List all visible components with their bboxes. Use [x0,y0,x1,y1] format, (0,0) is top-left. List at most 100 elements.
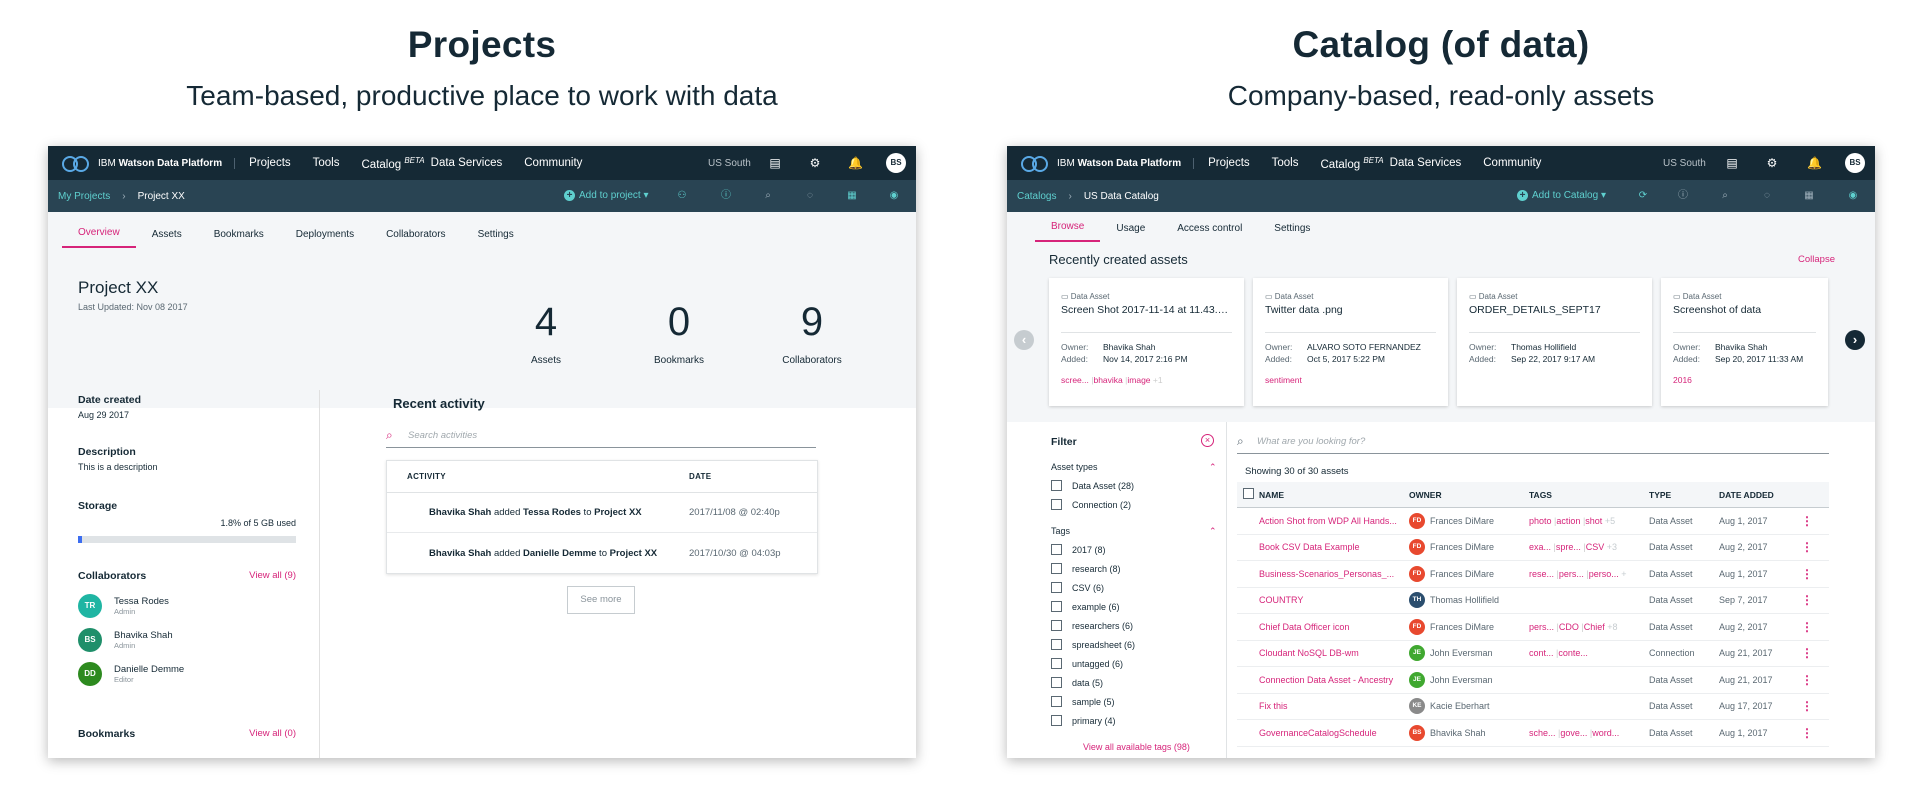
watson-logo-icon[interactable] [60,155,90,172]
overflow-menu-icon[interactable]: ⋮ [1801,593,1813,608]
nav-data-services[interactable]: Data Services [430,157,503,169]
checkbox[interactable] [1051,677,1062,688]
tag[interactable]: shot [1585,515,1603,526]
table-row[interactable]: Business-Scenarios_Personas_... FD Frances… [1237,561,1829,588]
collapse-link[interactable]: Collapse [1798,254,1835,265]
asset-types-section[interactable]: Asset types ⌃ [1051,462,1217,472]
checkbox[interactable] [1051,620,1062,631]
nav-community[interactable]: Community [1483,157,1542,169]
filter-checkbox-item[interactable]: untagged (6) [1051,658,1123,669]
tag[interactable]: sentiment [1265,375,1302,385]
row-checkbox[interactable] [1243,646,1254,658]
tag[interactable]: 2016 [1673,375,1692,385]
checkbox[interactable] [1051,582,1062,593]
table-row[interactable]: Book CSV Data Example FD Frances DiMare exa… [1237,535,1829,561]
table-row[interactable]: GovernanceCatalogSchedule BS Bhavika Shah s… [1237,720,1829,747]
clear-filter-icon[interactable]: × [1201,434,1214,447]
search-assets-icon[interactable]: ⌕ [765,190,771,201]
overflow-menu-icon[interactable]: ⋮ [1801,672,1813,687]
overflow-menu-icon[interactable]: ⋮ [1801,566,1813,581]
filter-checkbox-item[interactable]: research (8) [1051,563,1121,574]
table-row[interactable]: Chief Data Officer icon FD Frances DiMare p… [1237,614,1829,641]
overflow-menu-icon[interactable]: ⋮ [1801,646,1813,661]
info-icon[interactable]: ⓘ [1678,190,1688,201]
nav-projects[interactable]: Projects [1208,157,1250,169]
search-assets-icon[interactable]: ⌕ [1722,190,1728,201]
tag[interactable]: pers... [1558,568,1584,579]
tag[interactable]: Chief [1583,621,1605,632]
document-icon[interactable]: ▤ [769,156,781,170]
overflow-menu-icon[interactable]: ⋮ [1801,513,1813,528]
qr-icon[interactable]: ▦ [1804,190,1814,201]
checkbox[interactable] [1051,499,1062,510]
row-checkbox[interactable] [1243,699,1254,711]
watson-logo-icon[interactable] [1019,155,1049,172]
breadcrumb-my-projects[interactable]: My Projects [58,190,111,202]
asset-card[interactable]: ▭ Data Asset Screen Shot 2017-11-14 at 1… [1049,278,1244,406]
filter-checkbox-item[interactable]: data (5) [1051,677,1103,688]
asset-card[interactable]: ▭ Data Asset ORDER_DETAILS_SEPT17 Owner:… [1457,278,1652,406]
overflow-menu-icon[interactable]: ⋮ [1801,540,1813,555]
add-collaborator-icon[interactable]: ⚇ [677,190,687,201]
tab-collaborators[interactable]: Collaborators [386,229,446,240]
filter-checkbox-item[interactable]: Data Asset (28) [1051,480,1134,491]
tab-settings[interactable]: Settings [1274,223,1311,234]
gear-icon[interactable]: ⚙ [809,156,821,170]
filter-checkbox-item[interactable]: researchers (6) [1051,620,1133,631]
tab-usage[interactable]: Usage [1116,223,1146,234]
checkbox[interactable] [1051,658,1062,669]
chevron-up-icon[interactable]: ⌃ [1209,526,1217,536]
row-checkbox[interactable] [1243,567,1254,579]
filter-checkbox-item[interactable]: CSV (6) [1051,582,1104,593]
tab-overview[interactable]: Overview [62,227,136,248]
stat-assets[interactable]: 4 Assets [491,300,601,366]
filter-checkbox-item[interactable]: example (6) [1051,601,1120,612]
collaborators-view-all-link[interactable]: View all (9) [249,570,296,581]
nav-tools[interactable]: Tools [312,157,340,169]
tab-settings[interactable]: Settings [477,229,514,240]
tab-browse[interactable]: Browse [1035,221,1101,242]
tag[interactable]: spre... [1555,542,1581,553]
bookmarks-view-all-link[interactable]: View all (0) [249,728,296,739]
table-row[interactable]: Cloudant NoSQL DB-wm JE John Eversman cont.… [1237,641,1829,667]
asset-name-link[interactable]: Business-Scenarios_Personas_... [1259,568,1395,579]
asset-search-input[interactable]: ⌕ What are you looking for? [1237,430,1829,454]
tab-deployments[interactable]: Deployments [295,229,355,240]
add-to-catalog-button[interactable]: + Add to Catalog ▾ [1517,190,1606,201]
carousel-next-arrow-icon[interactable]: › [1845,330,1865,350]
asset-name-link[interactable]: Cloudant NoSQL DB-wm [1259,648,1359,659]
checkbox[interactable] [1051,544,1062,555]
chevron-up-icon[interactable]: ⌃ [1209,462,1217,472]
filter-checkbox-item[interactable]: sample (5) [1051,696,1115,707]
overflow-menu-icon[interactable]: ⋮ [1801,619,1813,634]
name-col-header[interactable]: NAME [1259,489,1285,500]
collaborator-item[interactable]: TR Tessa Rodes Admin [78,594,296,618]
comments-icon[interactable]: ◌ [1764,190,1770,201]
asset-name-link[interactable]: Book CSV Data Example [1259,542,1360,553]
brand[interactable]: IBM Watson Data Platform [1057,157,1195,169]
tag[interactable]: exa... [1529,542,1552,553]
type-col-header[interactable]: TYPE [1649,489,1672,500]
info-icon[interactable]: ⓘ [721,190,731,201]
qr-icon[interactable]: ▦ [847,190,857,201]
table-row[interactable]: Bhavika Shah added Danielle Demme to Pro… [387,533,817,573]
bell-icon[interactable]: 🔔 [848,156,863,170]
tag[interactable]: image [1127,375,1151,385]
checkbox[interactable] [1051,480,1062,491]
bell-icon[interactable]: 🔔 [1807,156,1822,170]
row-checkbox[interactable] [1243,593,1254,605]
add-to-project-button[interactable]: + Add to project ▾ [564,190,649,201]
tag[interactable]: scree... [1061,375,1089,385]
user-avatar[interactable]: BS [886,153,906,173]
row-checkbox[interactable] [1243,540,1254,552]
asset-card[interactable]: ▭ Data Asset Screenshot of data Owner: Bh… [1661,278,1828,406]
comments-icon[interactable]: ◌ [807,190,813,201]
tag[interactable]: pers... [1529,621,1555,632]
tag[interactable]: sche... [1529,727,1556,738]
collaborator-item[interactable]: BS Bhavika Shah Admin [78,628,296,652]
carousel-prev-arrow-icon[interactable]: ‹ [1014,330,1034,350]
nav-tools[interactable]: Tools [1271,157,1299,169]
asset-card[interactable]: ▭ Data Asset Twitter data .png Owner: ALV… [1253,278,1448,406]
user-avatar[interactable]: BS [1845,153,1865,173]
tag[interactable]: CDO [1558,621,1579,632]
